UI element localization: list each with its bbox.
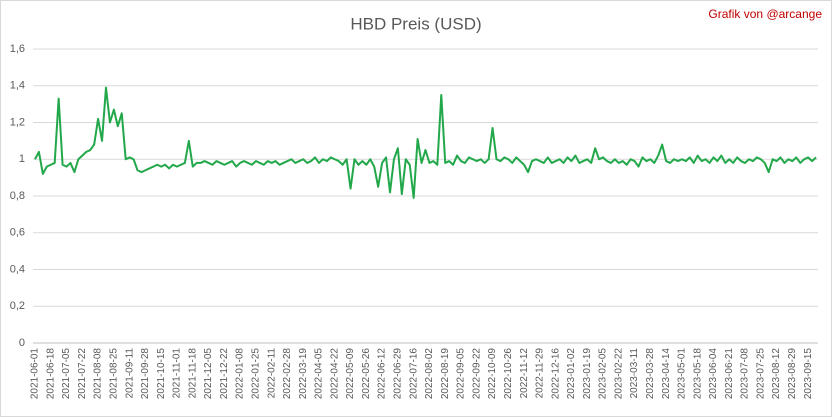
- x-tick-label: 2022-02-11: [266, 348, 277, 399]
- x-tick-label: 2021-12-22: [219, 348, 230, 400]
- x-tick-label: 2021-07-05: [61, 348, 72, 400]
- y-tick-label: 1,2: [10, 116, 25, 128]
- chart-title: HBD Preis (USD): [350, 14, 481, 33]
- x-tick-label: 2021-09-11: [124, 348, 135, 399]
- x-tick-label: 2023-02-05: [598, 348, 609, 400]
- x-tick-label: 2023-02-22: [613, 348, 624, 400]
- x-tick-label: 2021-12-05: [203, 348, 214, 400]
- x-tick-label: 2022-05-09: [345, 348, 356, 400]
- x-tick-label: 2021-11-01: [172, 348, 183, 399]
- x-tick-label: 2021-07-22: [77, 348, 88, 400]
- x-tick-label: 2022-09-22: [471, 348, 482, 400]
- x-tick-label: 2022-08-19: [440, 348, 451, 400]
- y-tick-label: 0: [19, 337, 25, 349]
- x-tick-label: 2023-05-01: [677, 348, 688, 400]
- y-tick-label: 0,6: [10, 227, 25, 239]
- x-tick-label: 2022-06-12: [377, 348, 388, 400]
- x-tick-label: 2021-10-15: [156, 348, 167, 400]
- x-tick-label: 2021-11-18: [187, 348, 198, 399]
- x-tick-label: 2022-11-12: [519, 348, 530, 399]
- y-tick-label: 0,2: [10, 300, 25, 312]
- x-tick-label: 2023-06-04: [708, 348, 719, 400]
- x-tick-label: 2021-06-01: [30, 348, 41, 400]
- x-tick-label: 2022-12-16: [550, 348, 561, 400]
- x-tick-label: 2021-09-28: [140, 348, 151, 400]
- x-tick-label: 2022-01-08: [235, 348, 246, 400]
- y-tick-label: 1,4: [10, 80, 25, 92]
- x-tick-label: 2022-10-09: [487, 348, 498, 400]
- x-tick-label: 2022-08-02: [424, 348, 435, 400]
- x-tick-label: 2023-08-12: [771, 348, 782, 400]
- y-tick-label: 1,6: [10, 43, 25, 55]
- x-tick-label: 2022-06-29: [393, 348, 404, 400]
- x-tick-label: 2023-03-11: [629, 348, 640, 399]
- x-tick-label: 2022-11-29: [535, 348, 546, 399]
- x-tick-label: 2023-09-15: [803, 348, 814, 400]
- x-tick-label: 2021-08-25: [109, 348, 120, 400]
- x-tick-label: 2022-03-19: [298, 348, 309, 400]
- x-tick-label: 2022-04-22: [329, 348, 340, 400]
- x-tick-label: 2023-07-25: [755, 348, 766, 400]
- x-tick-label: 2022-07-16: [408, 348, 419, 400]
- x-tick-label: 2023-08-29: [787, 348, 798, 400]
- x-tick-label: 2022-05-26: [361, 348, 372, 400]
- x-tick-label: 2022-02-28: [282, 348, 293, 400]
- x-tick-label: 2023-01-02: [566, 348, 577, 400]
- x-tick-label: 2023-06-21: [724, 348, 735, 400]
- y-tick-label: 0,8: [10, 190, 25, 202]
- y-tick-label: 0,4: [10, 263, 25, 275]
- x-tick-label: 2023-05-18: [692, 348, 703, 400]
- x-tick-label: 2021-08-08: [93, 348, 104, 400]
- x-tick-label: 2022-09-05: [456, 348, 467, 400]
- x-tick-label: 2023-03-28: [645, 348, 656, 400]
- x-tick-label: 2023-01-19: [582, 348, 593, 400]
- annotation: Grafik von @arcange: [708, 7, 822, 21]
- y-tick-label: 1: [19, 153, 25, 165]
- x-tick-label: 2023-04-14: [661, 348, 672, 400]
- x-tick-label: 2022-04-05: [314, 348, 325, 400]
- x-tick-label: 2022-01-25: [251, 348, 262, 400]
- x-tick-label: 2023-07-08: [740, 348, 751, 400]
- x-tick-label: 2021-06-18: [45, 348, 56, 400]
- x-tick-label: 2022-10-26: [503, 348, 514, 400]
- line-series: [34, 86, 817, 199]
